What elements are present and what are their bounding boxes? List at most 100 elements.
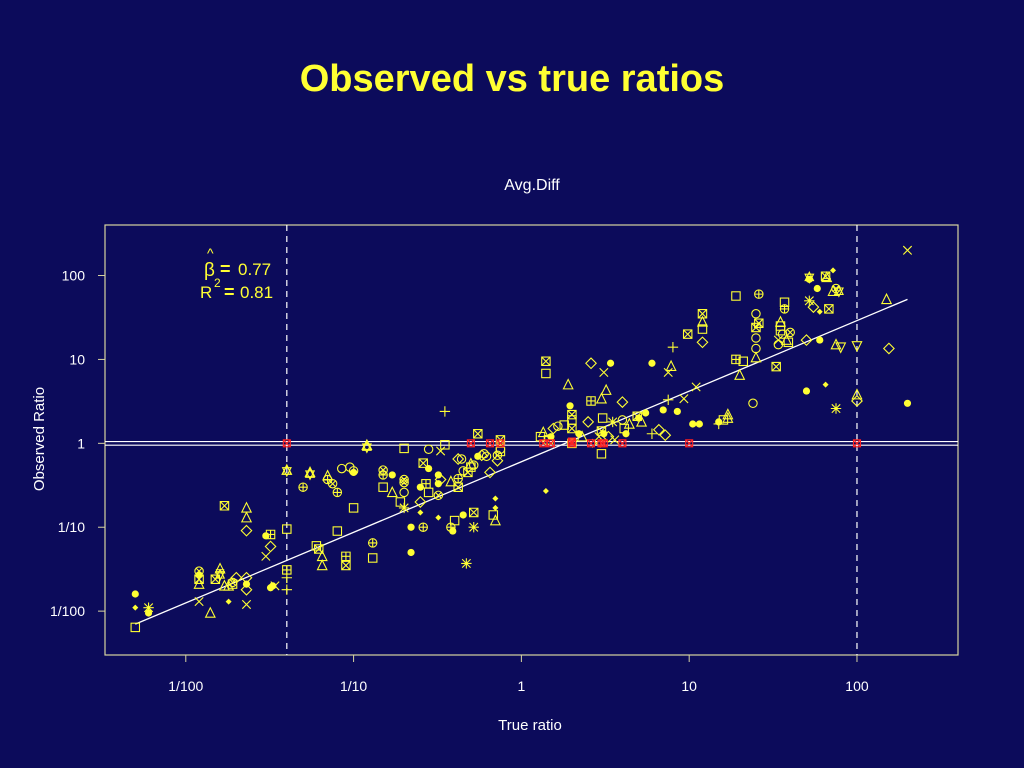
- y-tick-label: 10: [69, 351, 85, 367]
- data-point: [663, 367, 673, 378]
- data-point: [805, 275, 813, 283]
- data-point: [341, 560, 351, 571]
- data-point: [635, 415, 648, 427]
- x-tick-label: 1: [517, 678, 525, 694]
- data-point: [491, 454, 504, 467]
- data-point: [240, 501, 253, 513]
- data-point: [622, 430, 630, 438]
- data-point: [607, 416, 618, 428]
- data-point: [663, 394, 674, 406]
- reference-point: [567, 437, 576, 446]
- data-point: [473, 429, 483, 439]
- data-point: [722, 411, 734, 423]
- y-tick-label: 1/100: [50, 603, 85, 619]
- data-point: [407, 523, 415, 531]
- data-point: [265, 529, 276, 540]
- data-point: [903, 399, 912, 407]
- x-tick-label: 10: [681, 678, 697, 694]
- data-point: [697, 324, 708, 334]
- data-point: [833, 284, 844, 298]
- data-point: [399, 477, 409, 488]
- regression-line: [135, 298, 908, 625]
- data-point: [599, 367, 609, 378]
- data-point: [734, 368, 746, 380]
- data-point: [652, 423, 665, 436]
- fit-annotation: ^ β = 0.77 R 2 = 0.81: [200, 245, 273, 302]
- data-point: [456, 454, 467, 464]
- fit-line: [135, 298, 908, 625]
- data-point: [562, 378, 574, 390]
- data-point: [479, 449, 489, 459]
- data-point: [194, 596, 204, 607]
- data-point: [882, 342, 895, 355]
- beta-symbol: β: [204, 260, 215, 281]
- data-point: [348, 503, 359, 513]
- data-point: [547, 422, 560, 435]
- data-point: [367, 553, 378, 563]
- data-point: [880, 292, 893, 305]
- data-point: [785, 327, 795, 338]
- data-point: [696, 315, 709, 327]
- data-point: [596, 449, 607, 459]
- data-point: [754, 318, 764, 328]
- data-point: [659, 429, 672, 442]
- data-point: [425, 464, 433, 473]
- data-point: [722, 408, 734, 420]
- data-point: [453, 482, 463, 492]
- data-point: [816, 308, 823, 315]
- data-point: [475, 449, 488, 462]
- reference-point: [546, 439, 555, 448]
- plot-frame: [104, 224, 959, 656]
- data-point: [214, 568, 226, 582]
- data-point: [481, 451, 492, 462]
- data-point: [336, 463, 347, 474]
- data-point: [824, 304, 834, 314]
- data-point: [399, 443, 409, 454]
- data-point: [399, 474, 409, 485]
- reference-point: [282, 439, 291, 448]
- data-point: [241, 599, 252, 610]
- data-point: [332, 487, 343, 498]
- data-point: [830, 338, 842, 350]
- data-point: [398, 502, 410, 514]
- data-point: [240, 583, 253, 596]
- data-point: [642, 409, 650, 417]
- data-point: [691, 382, 701, 392]
- axis-ticks: 1/100 1/10 1 10 100 1/100 1/10 1 10 100: [50, 268, 869, 694]
- data-point: [553, 421, 563, 431]
- data-point: [407, 548, 415, 557]
- data-point: [600, 383, 612, 395]
- data-point: [281, 464, 292, 478]
- reference-point: [599, 439, 608, 448]
- data-point: [673, 407, 681, 416]
- data-point: [751, 333, 761, 343]
- reference-point: [496, 439, 505, 448]
- data-point: [468, 460, 479, 470]
- data-point: [132, 604, 139, 611]
- data-point: [541, 368, 551, 379]
- data-point: [586, 396, 596, 406]
- data-point: [718, 415, 729, 425]
- data-point: [751, 309, 761, 319]
- data-point: [316, 559, 328, 571]
- data-point: [902, 245, 913, 255]
- data-point: [567, 409, 577, 420]
- chart-title: Avg.Diff: [504, 177, 560, 194]
- data-point: [423, 487, 434, 498]
- data-point: [219, 501, 230, 511]
- data-point: [616, 396, 629, 409]
- data-point: [449, 515, 460, 526]
- data-point: [697, 309, 708, 319]
- data-point: [468, 507, 479, 518]
- data-point: [417, 509, 424, 516]
- data-point: [804, 295, 815, 306]
- data-point: [751, 343, 761, 354]
- data-point: [434, 480, 442, 488]
- data-point: [827, 284, 839, 296]
- data-point: [449, 527, 457, 535]
- data-point: [416, 483, 424, 491]
- data-point: [667, 341, 679, 353]
- data-point: [225, 598, 232, 605]
- data-point: [541, 356, 551, 367]
